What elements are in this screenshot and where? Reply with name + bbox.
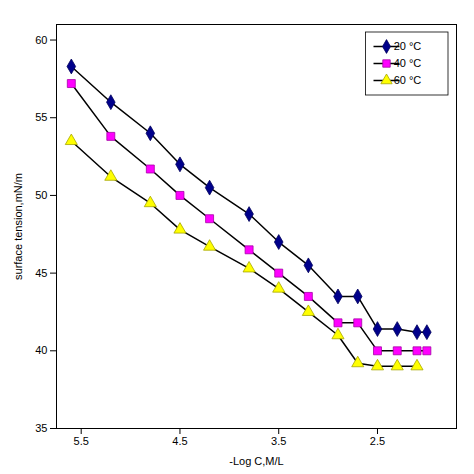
svg-text:45: 45 — [35, 267, 47, 279]
svg-text:55: 55 — [35, 111, 47, 123]
svg-text:4.5: 4.5 — [172, 435, 187, 447]
svg-text:3.5: 3.5 — [271, 435, 286, 447]
svg-text:50: 50 — [35, 189, 47, 201]
svg-text:-Log C,M/L: -Log C,M/L — [229, 455, 283, 467]
svg-text:20 °C: 20 °C — [394, 40, 422, 52]
svg-text:2.5: 2.5 — [370, 435, 385, 447]
svg-text:40: 40 — [35, 344, 47, 356]
svg-text:surface tension,mN/m: surface tension,mN/m — [12, 173, 24, 280]
svg-text:40 °C: 40 °C — [394, 57, 422, 69]
svg-text:5.5: 5.5 — [74, 435, 89, 447]
svg-text:35: 35 — [35, 422, 47, 434]
svg-text:60: 60 — [35, 34, 47, 46]
svg-text:60 °C: 60 °C — [394, 74, 422, 86]
